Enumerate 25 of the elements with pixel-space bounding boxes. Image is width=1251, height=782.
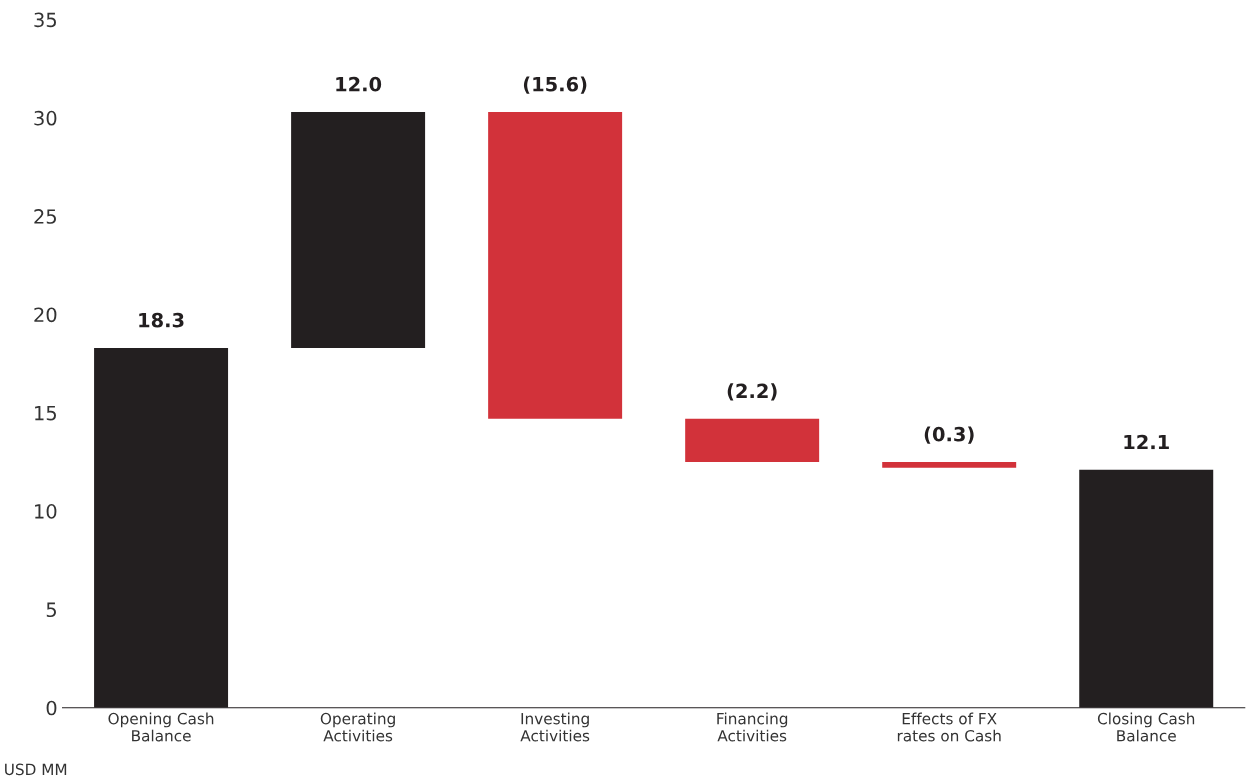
x-tick-label: Investing Activities: [520, 712, 590, 742]
data-label: (15.6): [523, 76, 587, 94]
bar: [488, 111, 623, 419]
bar: [291, 111, 426, 348]
x-tick-label: Closing Cash Balance: [1097, 712, 1195, 742]
y-tick-label: 30: [34, 110, 57, 126]
data-label: (2.2): [727, 383, 777, 401]
text: USD MM: [5, 763, 67, 776]
x-tick-label: Opening Cash Balance: [108, 712, 214, 742]
bar: [882, 461, 1017, 468]
y-tick-label: 35: [34, 12, 56, 28]
y-tick-label: 0: [46, 700, 57, 716]
bar: [685, 418, 820, 462]
y-tick-label: 5: [46, 602, 56, 618]
data-label: 12.1: [1124, 434, 1169, 450]
data-label: 12.0: [336, 76, 382, 92]
data-label: 18.3: [139, 312, 184, 328]
y-tick-label: 25: [34, 209, 56, 224]
y-tick-label: 20: [34, 307, 57, 323]
x-tick-label: Operating Activities: [320, 712, 395, 742]
x-tick-label: Effects of FX rates on Cash: [897, 712, 1001, 742]
x-tick-label: Financing Activities: [717, 712, 788, 742]
y-tick-label: 10: [35, 504, 57, 519]
y-tick-label: 15: [35, 406, 56, 421]
data-label: (0.3): [924, 426, 974, 444]
